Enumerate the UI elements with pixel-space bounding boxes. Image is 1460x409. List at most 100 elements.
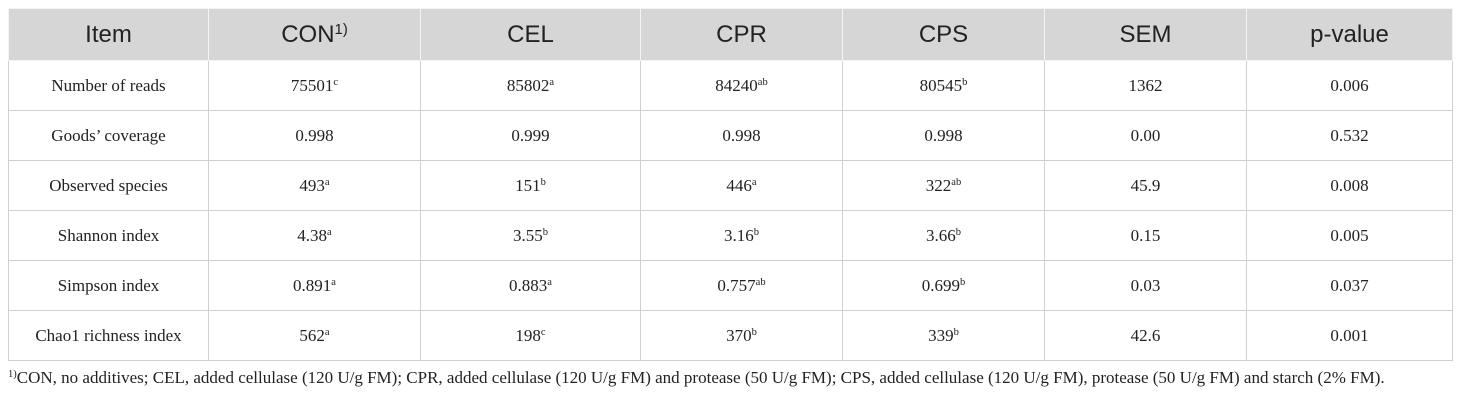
cell-value: 0.037	[1330, 275, 1369, 295]
significance-letter: a	[324, 326, 330, 338]
value-cell: 151b	[420, 160, 641, 211]
value-cell: 0.005	[1246, 210, 1453, 261]
column-header: CON1)	[208, 8, 421, 61]
value-cell: 42.6	[1044, 310, 1247, 361]
significance-letter: b	[962, 76, 968, 88]
cell-value: 0.883	[509, 275, 548, 295]
row-label-cell: Shannon index	[8, 210, 209, 261]
value-cell: 339b	[842, 310, 1045, 361]
row-label: Number of reads	[51, 75, 166, 95]
column-label: CEL	[507, 20, 554, 48]
cell-value: 198	[515, 325, 541, 345]
cell-value: 3.16	[723, 225, 754, 245]
cell-value: 3.66	[925, 225, 956, 245]
cell-value: 0.15	[1130, 225, 1161, 245]
cell-value: 1362	[1128, 75, 1163, 95]
value-cell: 0.00	[1044, 110, 1247, 161]
significance-letter: a	[547, 276, 552, 288]
significance-letter: a	[549, 76, 555, 88]
value-cell: 493a	[208, 160, 421, 211]
table-body: Number of reads 75501c 85802a 84240ab 80545b…	[8, 60, 1453, 361]
cell-value: 80545	[919, 75, 963, 95]
significance-letter: b	[540, 176, 546, 188]
cell-value: 0.03	[1130, 275, 1161, 295]
column-footnote-marker: 1)	[334, 21, 348, 38]
significance-letter: c	[540, 326, 546, 338]
value-cell: 0.998	[640, 110, 843, 161]
data-table: Item CON1) CEL CPR CPS SEM p-value Number of r…	[8, 8, 1453, 361]
table-row: Number of reads 75501c 85802a 84240ab 80545b…	[8, 60, 1453, 111]
value-cell: 562a	[208, 310, 421, 361]
table-row: Chao1 richness index 562a 198c 370b 339b 42.6…	[8, 310, 1453, 361]
value-cell: 84240ab	[640, 60, 843, 111]
significance-letter: b	[959, 276, 966, 288]
column-header: SEM	[1044, 8, 1247, 61]
significance-letter: c	[333, 76, 339, 88]
row-label: Observed species	[49, 175, 168, 195]
cell-value: 151	[515, 175, 541, 195]
value-cell: 0.757ab	[640, 260, 843, 311]
cell-value: 85802	[506, 75, 550, 95]
value-cell: 85802a	[420, 60, 641, 111]
cell-value: 339	[928, 325, 954, 345]
cell-value: 493	[299, 175, 325, 195]
cell-value: 0.001	[1330, 325, 1369, 345]
cell-value: 84240	[715, 75, 758, 95]
row-label: Goods’ coverage	[51, 125, 166, 145]
cell-value: 0.00	[1130, 125, 1161, 145]
header-row: Item CON1) CEL CPR CPS SEM p-value	[8, 8, 1453, 61]
significance-letter: b	[542, 226, 548, 238]
cell-value: 0.699	[921, 275, 960, 295]
cell-value: 0.998	[722, 125, 761, 145]
cell-value: 0.005	[1330, 225, 1369, 245]
cell-value: 0.006	[1330, 75, 1369, 95]
cell-value: 0.532	[1330, 125, 1369, 145]
value-cell: 4.38a	[208, 210, 421, 261]
value-cell: 0.001	[1246, 310, 1453, 361]
value-cell: 0.699b	[842, 260, 1045, 311]
cell-value: 0.998	[295, 125, 334, 145]
row-label-cell: Chao1 richness index	[8, 310, 209, 361]
cell-value: 370	[726, 325, 752, 345]
cell-value: 446	[726, 175, 752, 195]
value-cell: 0.998	[208, 110, 421, 161]
value-cell: 0.883a	[420, 260, 641, 311]
table-row: Observed species 493a 151b 446a 322ab 45.9 0.0…	[8, 160, 1453, 211]
row-label-cell: Number of reads	[8, 60, 209, 111]
significance-letter: b	[751, 326, 757, 338]
cell-value: 562	[299, 325, 325, 345]
cell-value: 3.55	[512, 225, 543, 245]
significance-letter: b	[953, 326, 959, 338]
value-cell: 198c	[420, 310, 641, 361]
row-label-cell: Simpson index	[8, 260, 209, 311]
row-label: Chao1 richness index	[35, 325, 182, 345]
value-cell: 45.9	[1044, 160, 1247, 211]
cell-value: 0.999	[511, 125, 550, 145]
cell-value: 0.891	[293, 275, 332, 295]
footnote: 1)CON, no additives; CEL, added cellulas…	[8, 367, 1452, 389]
significance-letter: b	[753, 226, 759, 238]
value-cell: 0.891a	[208, 260, 421, 311]
significance-letter: a	[331, 276, 336, 288]
value-cell: 446a	[640, 160, 843, 211]
column-label: CPS	[918, 20, 969, 48]
value-cell: 0.999	[420, 110, 641, 161]
cell-value: 75501	[290, 75, 334, 95]
column-header: Item	[8, 8, 209, 61]
column-label: Item	[85, 20, 132, 48]
value-cell: 0.006	[1246, 60, 1453, 111]
column-label: p-value	[1310, 20, 1389, 48]
value-cell: 3.55b	[420, 210, 641, 261]
column-header: p-value	[1246, 8, 1453, 61]
row-label-cell: Observed species	[8, 160, 209, 211]
cell-value: 4.38	[297, 225, 328, 245]
value-cell: 370b	[640, 310, 843, 361]
significance-letter: ab	[757, 76, 768, 88]
footnote-marker: 1)	[8, 369, 17, 381]
significance-letter: a	[751, 176, 757, 188]
significance-letter: a	[324, 176, 330, 188]
cell-value: 0.008	[1330, 175, 1369, 195]
value-cell: 0.998	[842, 110, 1045, 161]
column-label: CPR	[716, 20, 767, 48]
table-row: Shannon index 4.38a 3.55b 3.16b 3.66b 0.15 0.0…	[8, 210, 1453, 261]
